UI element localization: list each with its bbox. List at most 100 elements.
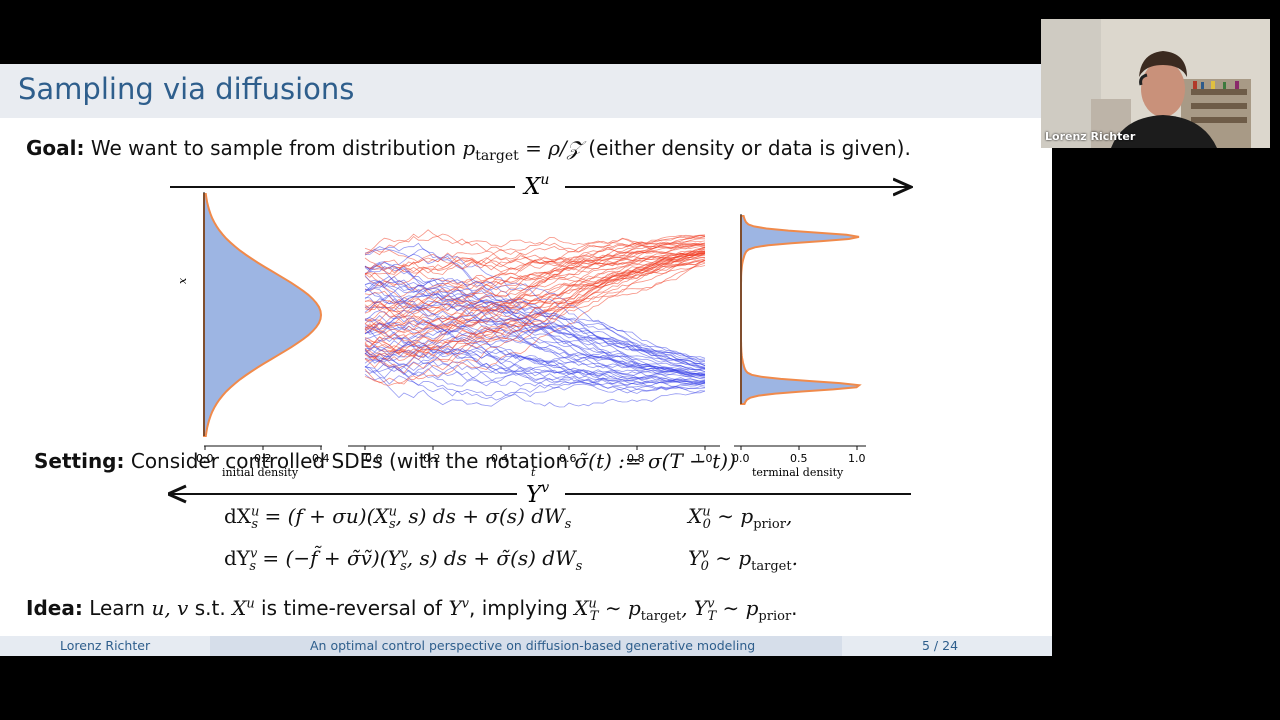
sample-path xyxy=(364,356,706,384)
idea-xt: X xyxy=(574,596,589,620)
idea-p2: ∼ p xyxy=(722,596,759,620)
sample-path xyxy=(364,244,706,292)
forward-arrow-label: Xu xyxy=(522,172,549,200)
sample-path xyxy=(364,373,706,407)
slide-title: Sampling via diffusions xyxy=(18,72,355,106)
idea-xt-sub: T xyxy=(589,609,599,624)
initial-tick-0: 0.0 xyxy=(196,452,214,465)
eq1-tail-sup: u xyxy=(702,504,711,520)
footer-talk-title: An optimal control perspective on diffus… xyxy=(310,638,756,653)
sample-path xyxy=(364,362,706,397)
eq2-tail-sup: v xyxy=(701,546,709,562)
initial-tick-1: 0.2 xyxy=(254,452,272,465)
setting-line: Setting: Consider controlled SDEs (with … xyxy=(34,449,736,473)
idea-yt-sup: v xyxy=(707,596,715,612)
sample-path xyxy=(364,306,706,367)
idea-x-sup: u xyxy=(246,596,255,612)
goal-label: Goal: xyxy=(26,136,85,160)
sample-path xyxy=(364,253,706,347)
initial-density-curve xyxy=(203,193,323,437)
sample-path xyxy=(364,253,706,285)
goal-line: Goal: We want to sample from distributio… xyxy=(26,136,911,164)
eq2-rhs: = (−f̃ + σ̃ṽ)(Y xyxy=(256,546,401,570)
slide-footer: Lorenz Richter An optimal control perspe… xyxy=(0,636,1052,656)
footer-author: Lorenz Richter xyxy=(60,638,151,653)
sample-path xyxy=(364,252,706,359)
eq2-lhs-sup: v xyxy=(250,546,258,562)
sample-path xyxy=(364,259,706,335)
setting-text-1: Consider controlled SDEs (with the notat… xyxy=(130,449,569,473)
goal-p: p xyxy=(462,136,476,160)
webcam-name-label: Lorenz Richter xyxy=(1045,130,1136,143)
idea-p1-sub: target xyxy=(640,609,682,624)
initial-tick-2: 0.4 xyxy=(312,452,330,465)
idea-y: Y xyxy=(448,596,462,620)
terminal-tick-0: 0.0 xyxy=(732,452,750,465)
sample-path xyxy=(364,322,706,376)
idea-yt: , Y xyxy=(681,596,708,620)
eq2-tail-sub: 0 xyxy=(700,559,709,574)
sample-paths xyxy=(364,229,706,408)
eq2-rhs-sub: s xyxy=(400,559,407,574)
sample-path xyxy=(364,280,706,367)
eq2-rhs-2: , s) ds + σ̃(s) dW xyxy=(406,546,576,570)
idea-p2-sub: prior xyxy=(758,609,792,624)
paths-tick-3: 0.6 xyxy=(559,452,577,465)
sample-path xyxy=(364,352,706,385)
eq2-rhs-sub2: s xyxy=(575,559,583,574)
paths-tick-1: 0.2 xyxy=(423,452,441,465)
sample-path xyxy=(364,275,706,359)
sample-path xyxy=(364,262,706,365)
eq1-rhs: = (f + σu)(X xyxy=(258,504,389,528)
eq1-rhs-sub2: s xyxy=(564,517,572,532)
sample-path xyxy=(364,339,706,385)
terminal-tick-1: 0.5 xyxy=(790,452,808,465)
sample-path xyxy=(364,242,706,369)
idea-text-4: , implying xyxy=(469,596,568,620)
sample-path xyxy=(364,253,706,362)
equation-reverse-init: Yv0 ∼ ptarget. xyxy=(688,546,798,574)
paths-tick-0: 0.0 xyxy=(365,452,383,465)
webcam-tile[interactable]: Lorenz Richter xyxy=(1041,19,1270,148)
sample-path xyxy=(364,258,706,344)
goal-sub: target xyxy=(475,148,519,164)
eq1-tail-end: , xyxy=(785,504,793,528)
terminal-tick-2: 1.0 xyxy=(848,452,866,465)
sample-path xyxy=(364,248,706,306)
equation-forward-init: Xu0 ∼ pprior, xyxy=(688,504,792,532)
goal-text-2: (either density or data is given). xyxy=(588,136,911,160)
reverse-arrow-label: Yv xyxy=(526,480,549,508)
sample-paths-plot: 0.0 0.2 0.4 0.6 0.8 1.0 t xyxy=(348,229,720,479)
eq1-rhs-2: , s) ds + σ(s) dW xyxy=(395,504,565,528)
eq2-tail-end: . xyxy=(791,546,798,570)
sample-path xyxy=(364,289,706,374)
idea-end: . xyxy=(791,596,798,620)
initial-xlabel: initial density xyxy=(222,466,299,479)
goal-eq: = ρ/𝒵 xyxy=(525,136,582,160)
sample-path xyxy=(364,250,706,362)
idea-uv: u, v xyxy=(151,596,189,620)
paths-tick-4: 0.8 xyxy=(627,452,645,465)
sample-path xyxy=(364,351,706,394)
diffusion-figure: Xu x 0.0 0.2 0.4 initial density 0.0 0.2… xyxy=(0,172,1052,508)
sample-path xyxy=(364,259,706,354)
initial-density-plot: x 0.0 0.2 0.4 initial density xyxy=(176,192,330,479)
sample-path xyxy=(364,233,706,254)
paths-xlabel: t xyxy=(531,466,536,479)
idea-y-sup: v xyxy=(461,596,470,612)
eq1-lhs-sub: s xyxy=(251,517,259,532)
sample-path xyxy=(364,246,706,330)
eq2-lhs: dY xyxy=(224,546,251,570)
eq1-lhs-sup: u xyxy=(251,504,260,520)
sample-path xyxy=(364,238,706,285)
idea-label: Idea: xyxy=(26,596,83,620)
eq2-lhs-sub: s xyxy=(249,559,257,574)
sample-path xyxy=(364,359,706,383)
sample-path xyxy=(364,365,706,408)
idea-text-1: Learn xyxy=(89,596,146,620)
equation-reverse: dYvs = (−f̃ + σ̃ṽ)(Yvs, s) ds + σ̃(s) dW… xyxy=(224,546,582,574)
equation-forward: dXus = (f + σu)(Xus, s) ds + σ(s) dWs xyxy=(224,504,571,532)
idea-line: Idea: Learn u, v s.t. Xu is time-reversa… xyxy=(26,596,798,624)
eq2-tail-sub2: target xyxy=(751,559,792,574)
sample-path xyxy=(364,234,706,310)
